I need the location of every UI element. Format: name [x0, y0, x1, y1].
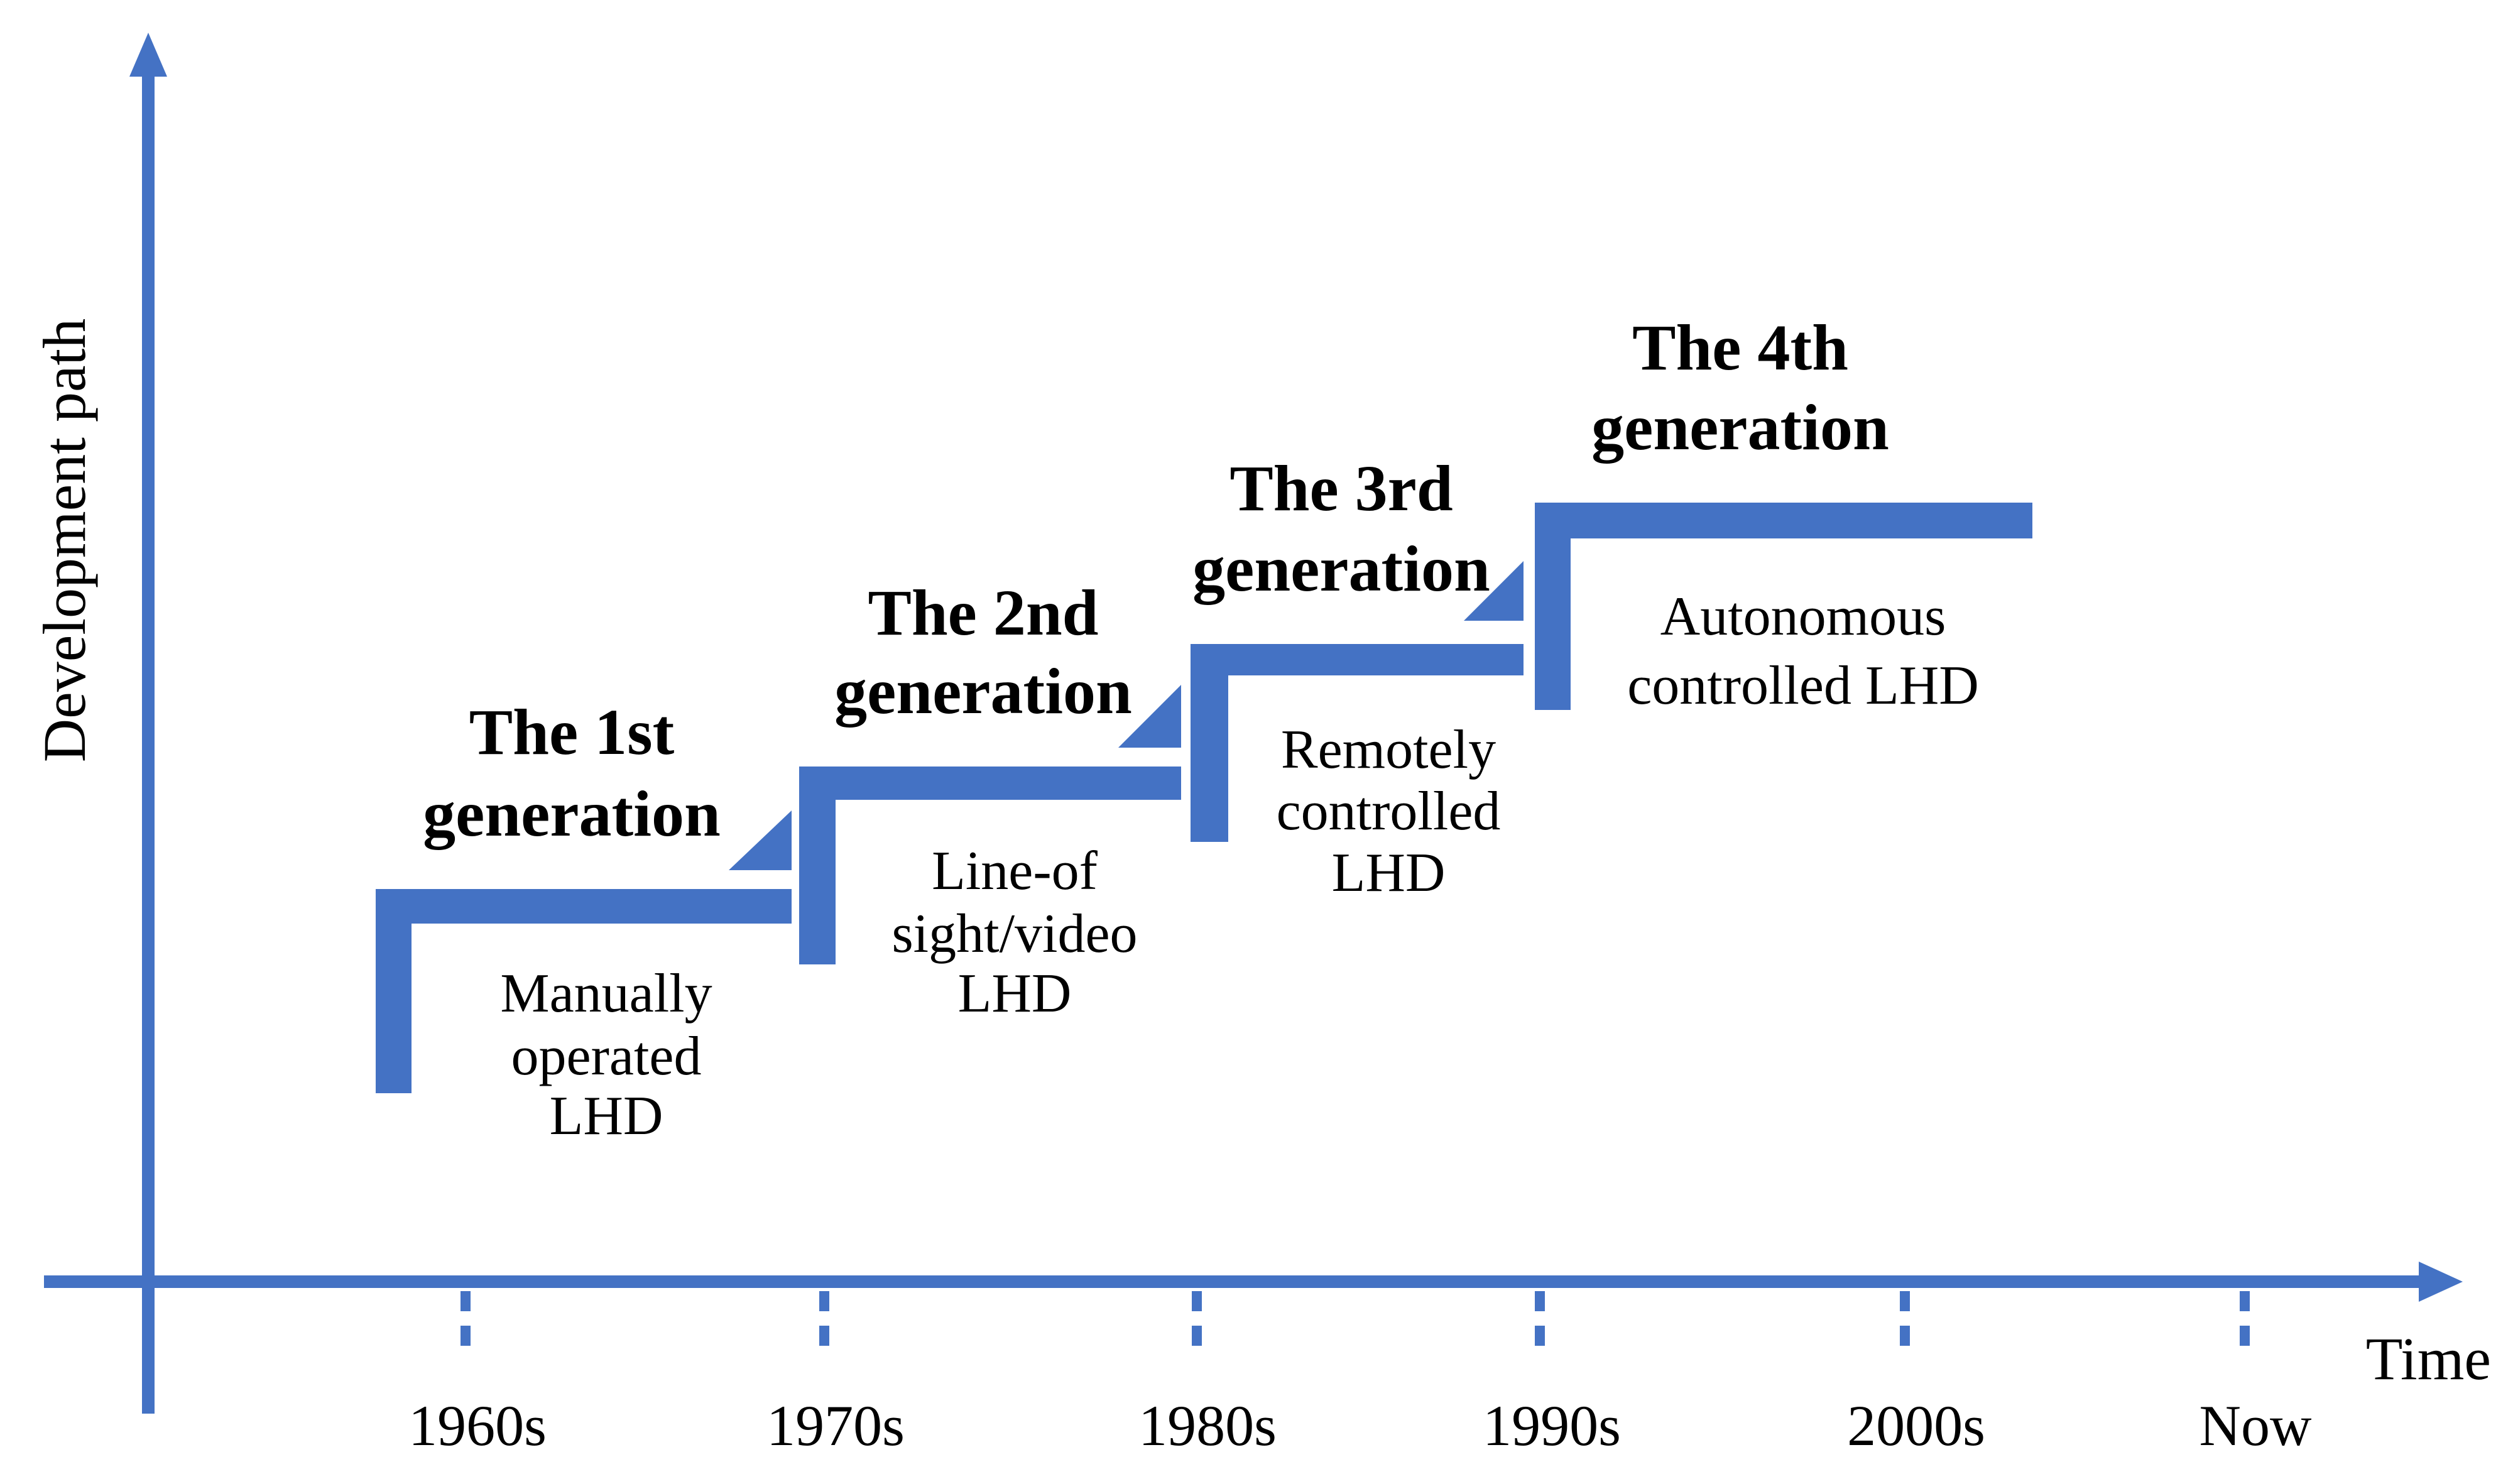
y-axis — [129, 33, 167, 1414]
tick-now — [2240, 1291, 2250, 1346]
tick-label-1970s: 1970s — [766, 1394, 905, 1458]
x-axis — [44, 1262, 2463, 1302]
y-axis-label: Development path — [31, 319, 98, 762]
generation-3: The 3rd generation Remotely controlled L… — [1191, 452, 1524, 903]
x-axis-arrowhead — [2419, 1262, 2463, 1302]
tick-label-1980s: 1980s — [1138, 1394, 1277, 1458]
tick-label-1990s: 1990s — [1483, 1394, 1621, 1458]
step-bracket — [376, 889, 792, 1093]
generation-title: The 3rd — [1229, 452, 1453, 525]
step-bracket — [1535, 503, 2032, 710]
generation-title-line2: generation — [834, 655, 1132, 728]
tick-1960s — [461, 1291, 471, 1346]
step-bracket — [1191, 644, 1524, 842]
generation-4: The 4th generation Autonomous controlled… — [1535, 312, 2032, 716]
step-wedge — [1118, 685, 1181, 748]
generation-description: Autonomous — [1660, 586, 1946, 647]
generation-title-line2: generation — [423, 778, 721, 850]
tick-label-2000s: 2000s — [1847, 1394, 1985, 1458]
generation-description: Line-of — [932, 841, 1098, 902]
generation-description-line3: LHD — [958, 963, 1072, 1024]
tick-label-now: Now — [2200, 1394, 2312, 1458]
y-axis-arrowhead — [129, 33, 167, 77]
generation-title: The 4th — [1632, 312, 1848, 384]
x-axis-line — [44, 1275, 2431, 1288]
generation-title-line2: generation — [1192, 533, 1490, 605]
generation-title: The 2nd — [868, 577, 1098, 649]
generation-title: The 1st — [469, 696, 675, 768]
y-axis-line — [142, 69, 155, 1414]
generation-description-line2: controlled LHD — [1627, 655, 1979, 716]
tick-2000s — [1900, 1291, 1910, 1346]
tick-1990s — [1535, 1291, 1545, 1346]
step-wedge — [1464, 561, 1524, 621]
generation-description: Manually — [500, 963, 712, 1024]
generation-description-line2: controlled — [1277, 781, 1501, 842]
generation-title-line2: generation — [1591, 391, 1889, 464]
generation-description: Remotely — [1281, 719, 1496, 780]
generation-2: The 2nd generation Line-of sight/video L… — [799, 577, 1181, 1024]
generation-description-line3: LHD — [550, 1086, 663, 1147]
generation-description-line2: sight/video — [891, 903, 1137, 964]
generation-1: The 1st generation Manually operated LHD — [376, 696, 792, 1147]
x-axis-label: Time — [2366, 1325, 2491, 1392]
tick-1980s — [1192, 1291, 1202, 1346]
x-ticks — [461, 1291, 2250, 1346]
step-bracket — [799, 767, 1181, 964]
tick-1970s — [819, 1291, 829, 1346]
step-wedge — [729, 810, 792, 870]
generation-description-line3: LHD — [1332, 843, 1446, 903]
generation-description-line2: operated — [511, 1026, 702, 1087]
tick-label-1960s: 1960s — [408, 1394, 547, 1458]
x-tick-labels: 1960s 1970s 1980s 1990s 2000s Now — [408, 1394, 2312, 1458]
